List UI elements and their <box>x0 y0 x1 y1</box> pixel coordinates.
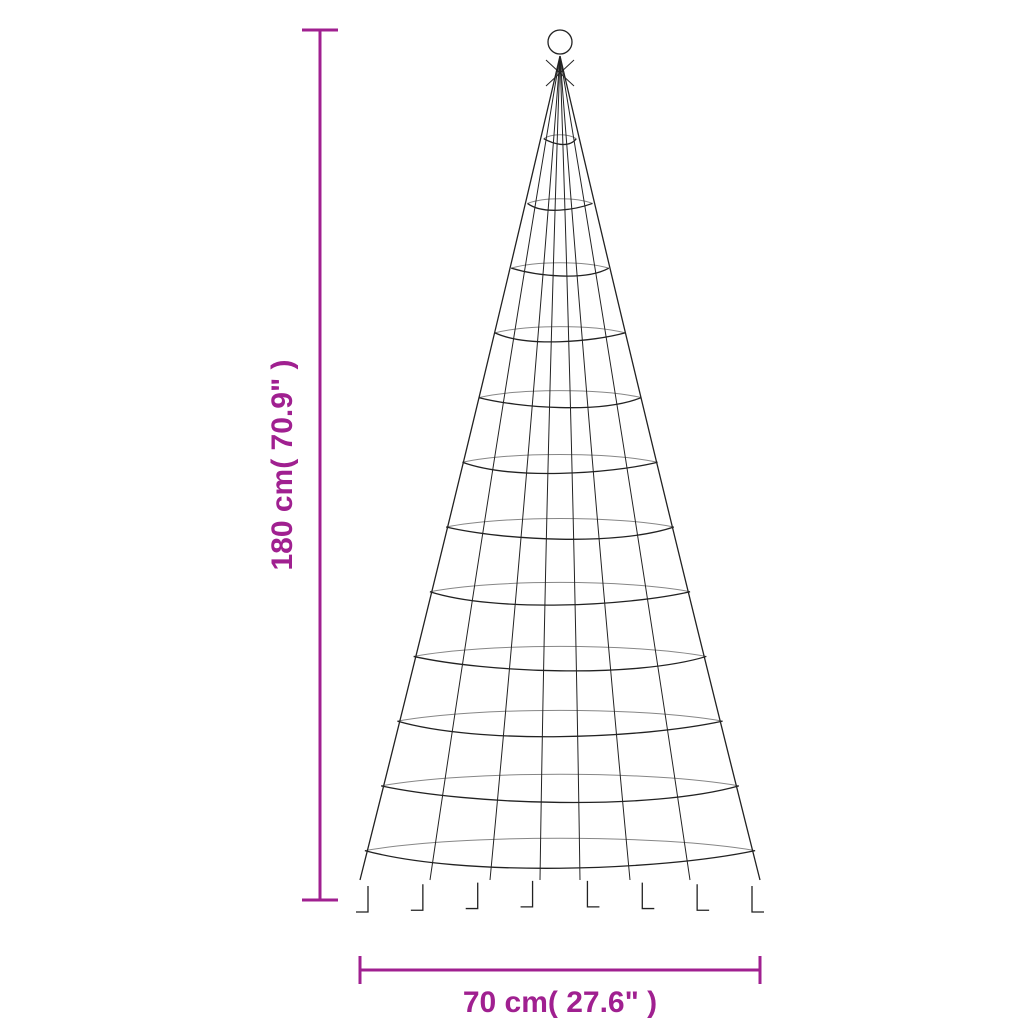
ground-stake-icon <box>587 881 599 907</box>
wire-ring-front <box>462 462 657 473</box>
ground-stake-icon <box>521 881 533 907</box>
wire-vertical <box>560 56 580 880</box>
height-label: 180 cm( 70.9" ) <box>266 359 299 570</box>
wire-ring-front <box>511 268 609 276</box>
ground-stake-icon <box>697 884 709 910</box>
wire-vertical <box>560 56 630 880</box>
dimension-diagram: 180 cm( 70.9" ) 70 cm( 27.6" ) <box>0 0 1024 1024</box>
ground-stake-icon <box>752 886 764 912</box>
wire-ring-front <box>365 851 755 869</box>
wire-vertical <box>430 56 560 880</box>
wire-vertical <box>560 56 760 880</box>
wire-ring-back <box>479 391 642 398</box>
wire-ring-back <box>397 710 722 721</box>
wire-ring-front <box>381 786 739 803</box>
wire-ring-front <box>430 592 690 605</box>
ground-stake-icon <box>411 884 423 910</box>
ground-stake-icon <box>642 883 654 909</box>
wire-ring-back <box>381 774 739 786</box>
wire-ring-back <box>414 646 707 656</box>
wire-ring-front <box>527 203 592 210</box>
product-outline <box>356 30 764 912</box>
wire-ring-back <box>527 199 592 204</box>
wire-ring-back <box>430 582 690 591</box>
wire-ring-front <box>544 139 577 145</box>
wire-ring-front <box>397 721 722 737</box>
wire-vertical <box>490 56 560 880</box>
width-label: 70 cm( 27.6" ) <box>463 986 657 1019</box>
wire-ring-front <box>414 656 707 670</box>
wire-ring-back <box>544 135 577 139</box>
topper-ball-icon <box>548 30 572 54</box>
wire-ring-back <box>462 455 657 463</box>
wire-vertical <box>360 56 560 880</box>
wire-ring-back <box>365 838 755 850</box>
wire-vertical <box>540 56 560 880</box>
ground-stake-icon <box>466 883 478 909</box>
ground-stake-icon <box>356 886 368 912</box>
wire-ring-front <box>446 527 674 539</box>
wire-ring-back <box>446 518 674 527</box>
